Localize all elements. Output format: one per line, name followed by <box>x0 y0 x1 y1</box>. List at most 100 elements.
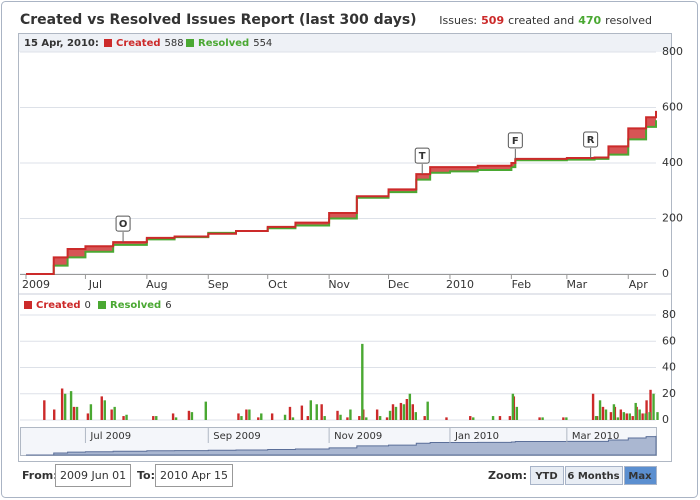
bar <box>283 414 287 420</box>
bar <box>631 416 634 420</box>
bar <box>622 412 626 420</box>
bar <box>426 401 429 420</box>
to-value[interactable]: 2010 Apr 15 <box>160 469 228 482</box>
bar <box>63 393 67 420</box>
bar <box>562 417 565 420</box>
legend-value: 6 <box>165 300 171 311</box>
legend-swatch <box>24 301 32 309</box>
cumulative-chart: 0 200 400 600 800 2009 Jul Aug Sep Oct Nov Dec 2010 F… <box>20 38 683 291</box>
flag-label[interactable]: F <box>512 136 519 147</box>
bar <box>240 416 243 420</box>
y-tick-label: 80 <box>662 308 676 321</box>
bar <box>408 393 412 420</box>
bar <box>69 391 73 420</box>
y-tick-label: 600 <box>662 101 683 114</box>
bar <box>591 393 595 420</box>
resolved-count: 470 <box>578 14 601 27</box>
bar <box>511 393 515 420</box>
bar <box>391 404 395 420</box>
flag[interactable] <box>583 131 599 148</box>
flag[interactable] <box>414 147 430 164</box>
bar <box>204 401 208 420</box>
y-tick-label: 0 <box>662 413 669 426</box>
bar <box>89 404 93 420</box>
legend-swatch <box>98 301 106 309</box>
y-tick-label: 800 <box>662 45 683 58</box>
navigator-tick-label: Jan 2010 <box>454 431 499 442</box>
zoom-button[interactable] <box>530 466 564 485</box>
bar <box>72 406 76 420</box>
y-tick-label: 400 <box>662 156 683 169</box>
bar <box>402 404 406 420</box>
bar <box>541 417 544 420</box>
legend-name: Resolved <box>198 38 249 49</box>
bar <box>388 410 392 420</box>
bar <box>515 406 519 420</box>
bar <box>174 417 178 420</box>
legend-value: 588 <box>165 38 184 49</box>
zoom-button-label[interactable]: 6 Months <box>567 471 619 482</box>
bar <box>641 413 644 420</box>
legend-date: 15 Apr, 2010: <box>24 38 99 49</box>
legend-item: Resolved 6 <box>110 300 172 311</box>
bar <box>122 416 125 420</box>
x-tick-label: Nov <box>328 278 350 291</box>
legend-name: Resolved <box>110 300 161 311</box>
series-line <box>26 110 657 275</box>
report-title: Created vs Resolved Issues Report (last … <box>20 12 417 28</box>
bar <box>423 416 426 420</box>
x-tick-label: 2009 <box>22 278 50 291</box>
x-tick-label: Sep <box>208 278 229 291</box>
flag-label[interactable]: T <box>419 151 426 162</box>
bar <box>53 409 56 420</box>
flag[interactable] <box>115 215 131 232</box>
zoom-button-label[interactable]: YTD <box>534 471 557 482</box>
flag[interactable] <box>507 132 523 149</box>
to-label: To: <box>137 469 155 482</box>
bar <box>648 412 651 420</box>
bar <box>394 406 398 420</box>
bar <box>300 405 304 420</box>
legend-item: Created 588 <box>116 38 184 49</box>
bar <box>565 417 568 420</box>
from-value[interactable]: 2009 Jun 01 <box>60 469 126 482</box>
zoom-label: Zoom: <box>488 469 527 482</box>
zoom-button[interactable] <box>565 466 623 485</box>
flag-label[interactable]: R <box>587 135 595 146</box>
x-tick-label: Aug <box>146 278 167 291</box>
legend-swatch <box>186 39 194 47</box>
y-tick-label: 20 <box>662 387 676 400</box>
from-label: From: <box>22 469 58 482</box>
bar <box>125 414 128 420</box>
x-tick-label: Feb <box>512 278 531 291</box>
x-tick-label: Mar <box>566 278 587 291</box>
navigator: Jul 2009 Sep 2009 Nov 2009 Jan 2010 Mar 2010 <box>20 427 657 456</box>
bar <box>323 416 326 420</box>
created-count: 509 <box>481 14 504 27</box>
bar <box>469 416 472 420</box>
bar <box>508 416 512 420</box>
bar <box>187 410 191 420</box>
bar <box>155 416 158 420</box>
bar <box>601 406 605 420</box>
issue-summary: Issues: 509 created and 470 resolved <box>439 14 652 27</box>
zoom-button-label[interactable]: Max <box>628 471 652 482</box>
y-tick-label: 0 <box>662 267 669 280</box>
bar <box>315 404 318 420</box>
summary-label: Issues: <box>439 14 477 27</box>
zoom-buttons: YTD 6 Months Max <box>530 466 657 485</box>
bar <box>399 402 403 420</box>
bar <box>245 409 248 420</box>
bar <box>378 416 382 420</box>
from-input[interactable] <box>55 464 131 487</box>
to-input[interactable] <box>155 464 233 487</box>
flag-label[interactable]: O <box>119 219 128 230</box>
bar <box>346 417 349 420</box>
bar <box>619 409 623 420</box>
zoom-button[interactable] <box>624 466 657 485</box>
navigator-area <box>26 435 657 456</box>
bar <box>113 406 116 420</box>
bar <box>634 402 637 420</box>
bar <box>358 416 361 420</box>
bar <box>644 413 647 420</box>
